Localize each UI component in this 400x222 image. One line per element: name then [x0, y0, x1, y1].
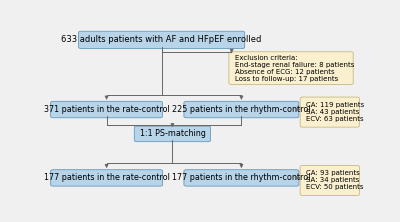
FancyBboxPatch shape [51, 170, 162, 186]
FancyBboxPatch shape [134, 126, 210, 142]
Text: CA: 93 patients
SA: 34 patients
ECV: 50 patients: CA: 93 patients SA: 34 patients ECV: 50 … [306, 170, 364, 190]
FancyBboxPatch shape [300, 165, 359, 196]
FancyBboxPatch shape [300, 97, 359, 127]
FancyBboxPatch shape [229, 52, 353, 84]
Text: 177 patients in the rhythm-control: 177 patients in the rhythm-control [172, 173, 311, 182]
FancyBboxPatch shape [78, 31, 245, 49]
Text: 177 patients in the rate-control: 177 patients in the rate-control [44, 173, 170, 182]
Text: Exclusion criteria:
End-stage renal failure: 8 patients
Absence of ECG: 12 patie: Exclusion criteria: End-stage renal fail… [235, 55, 354, 82]
Text: 1:1 PS-matching: 1:1 PS-matching [140, 129, 205, 138]
FancyBboxPatch shape [184, 101, 299, 118]
Text: 225 patients in the rhythm-control: 225 patients in the rhythm-control [172, 105, 311, 114]
FancyBboxPatch shape [184, 170, 299, 186]
Text: CA: 119 patients
SA: 43 patients
ECV: 63 patients: CA: 119 patients SA: 43 patients ECV: 63… [306, 102, 365, 122]
FancyBboxPatch shape [51, 101, 162, 118]
Text: 633 adults patients with AF and HFpEF enrolled: 633 adults patients with AF and HFpEF en… [62, 35, 262, 44]
Text: 371 patients in the rate-control: 371 patients in the rate-control [44, 105, 170, 114]
